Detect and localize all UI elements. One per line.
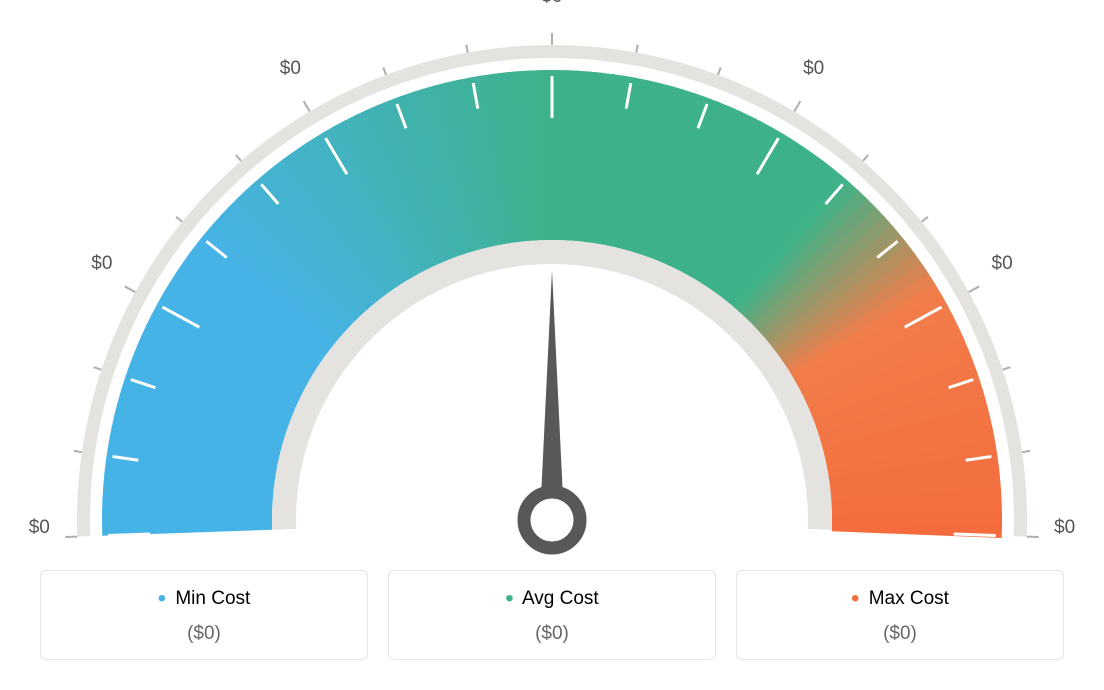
legend-card-max: • Max Cost ($0) — [736, 570, 1064, 660]
legend-avg-label: Avg Cost — [522, 588, 599, 609]
gauge-tick-label: $0 — [1054, 517, 1075, 539]
gauge-tick-label: $0 — [803, 58, 824, 80]
legend-max-value: ($0) — [747, 623, 1053, 645]
gauge-area: $0 $0 $0 $0 $0 $0 $0 — [0, 0, 1104, 570]
legend-max-label: Max Cost — [869, 588, 949, 609]
legend-card-min: • Min Cost ($0) — [40, 570, 368, 660]
gauge-tick-label: $0 — [29, 517, 50, 539]
legend-card-avg: • Avg Cost ($0) — [388, 570, 716, 660]
gauge-tick-label: $0 — [280, 58, 301, 80]
legend-max-dot: • — [851, 585, 859, 612]
legend-avg-dot: • — [505, 585, 513, 612]
legend-avg-title: • Avg Cost — [399, 585, 705, 613]
gauge-tick-label: $0 — [541, 0, 562, 8]
legend-min-dot: • — [158, 585, 166, 612]
gauge-tick-label: $0 — [91, 253, 112, 275]
legend-min-title: • Min Cost — [51, 585, 357, 613]
legend-row: • Min Cost ($0) • Avg Cost ($0) • Max Co… — [0, 570, 1104, 660]
gauge-tick-label: $0 — [992, 253, 1013, 275]
legend-min-label: Min Cost — [175, 588, 250, 609]
legend-avg-value: ($0) — [399, 623, 705, 645]
legend-max-title: • Max Cost — [747, 585, 1053, 613]
legend-min-value: ($0) — [51, 623, 357, 645]
gauge-svg — [0, 10, 1104, 580]
cost-gauge-chart: $0 $0 $0 $0 $0 $0 $0 • Min Cost ($0) • Avg Cos… — [0, 0, 1104, 690]
